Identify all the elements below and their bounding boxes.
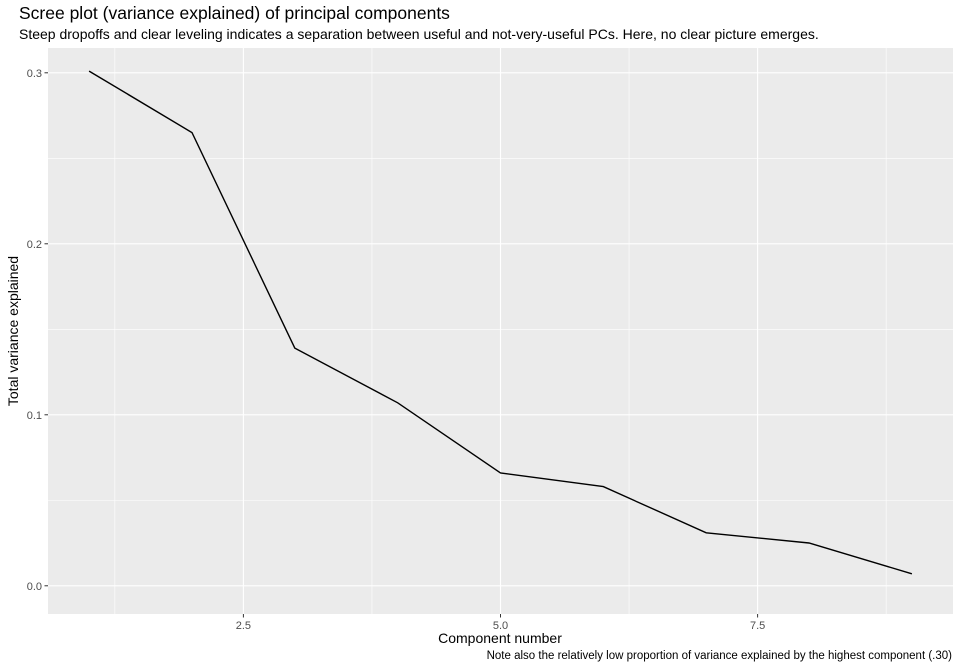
x-tick-labels: 2.5 5.0 7.5 — [236, 620, 766, 632]
grid-major — [48, 48, 953, 614]
x-axis-title: Component number — [438, 630, 562, 646]
y-tick-label: 0.1 — [27, 410, 42, 422]
x-tick-label: 2.5 — [236, 620, 251, 632]
y-tick-labels: 0.0 0.1 0.2 0.3 — [27, 68, 42, 593]
chart-title: Scree plot (variance explained) of princ… — [19, 3, 450, 23]
axis-ticks — [44, 72, 759, 618]
y-tick-label: 0.3 — [27, 68, 42, 80]
y-tick-label: 0.0 — [27, 581, 42, 593]
variance-line — [88, 70, 913, 575]
x-tick-label: 5.0 — [493, 620, 508, 632]
y-axis-title: Total variance explained — [5, 256, 21, 406]
chart-subtitle: Steep dropoffs and clear leveling indica… — [19, 26, 819, 42]
y-tick-label: 0.2 — [27, 239, 42, 251]
chart-caption: Note also the relatively low proportion … — [486, 650, 952, 662]
x-tick-label: 7.5 — [750, 620, 765, 632]
